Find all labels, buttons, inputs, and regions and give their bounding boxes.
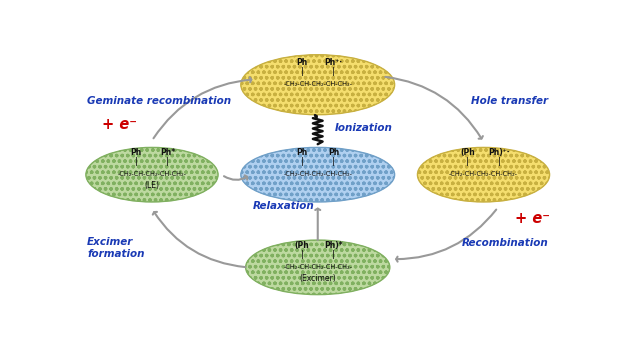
Text: -CH₂-CH-CH₂-CH-CH₂-: -CH₂-CH-CH₂-CH-CH₂- (449, 171, 518, 177)
Ellipse shape (417, 147, 549, 202)
Text: (Excimer): (Excimer) (299, 274, 336, 283)
Text: |: | (332, 67, 335, 76)
Text: |: | (301, 157, 303, 166)
Text: |: | (135, 157, 138, 166)
Text: Recombination: Recombination (462, 238, 548, 248)
Text: -CH₂-CH-CH₂-CH-CH₂-: -CH₂-CH-CH₂-CH-CH₂- (283, 81, 352, 87)
Text: Geminate recombination: Geminate recombination (87, 96, 231, 106)
Text: |: | (301, 250, 303, 259)
Text: |: | (498, 157, 501, 166)
Text: Ph*: Ph* (161, 148, 175, 157)
Text: |: | (332, 157, 335, 166)
Text: -CH₂-CH-CH₂-CH-CH₂-: -CH₂-CH-CH₂-CH-CH₂- (283, 171, 352, 177)
Ellipse shape (241, 147, 394, 202)
Text: |: | (332, 250, 335, 259)
Ellipse shape (86, 147, 218, 202)
Text: (Ph: (Ph (460, 148, 475, 157)
Text: -CH₂-CH-CH₂-CH-CH₂-: -CH₂-CH-CH₂-CH-CH₂- (283, 264, 352, 270)
Text: Ph: Ph (296, 58, 308, 67)
Text: |: | (301, 67, 303, 76)
Text: (LE): (LE) (144, 182, 159, 190)
Text: Ph)⁺·: Ph)⁺· (489, 148, 510, 157)
Text: + e⁻: + e⁻ (102, 117, 136, 132)
Text: Ph: Ph (296, 148, 308, 157)
Text: Excimer
formation: Excimer formation (87, 238, 144, 259)
Text: Ionization: Ionization (335, 123, 392, 133)
Text: Ph: Ph (328, 148, 339, 157)
Ellipse shape (246, 240, 390, 295)
Text: Relaxation: Relaxation (253, 201, 314, 211)
Ellipse shape (241, 55, 394, 115)
Text: Hole transfer: Hole transfer (471, 96, 548, 106)
Text: |: | (166, 157, 169, 166)
Text: Ph)*: Ph)* (324, 241, 343, 250)
Text: Ph: Ph (130, 148, 142, 157)
Text: (Ph: (Ph (294, 241, 309, 250)
Text: |: | (466, 157, 469, 166)
Text: + e⁻: + e⁻ (515, 211, 550, 226)
Text: -CH₂-CH-CH₂-CH-CH₂-: -CH₂-CH-CH₂-CH-CH₂- (117, 171, 187, 177)
Text: Ph⁺·: Ph⁺· (324, 58, 343, 67)
